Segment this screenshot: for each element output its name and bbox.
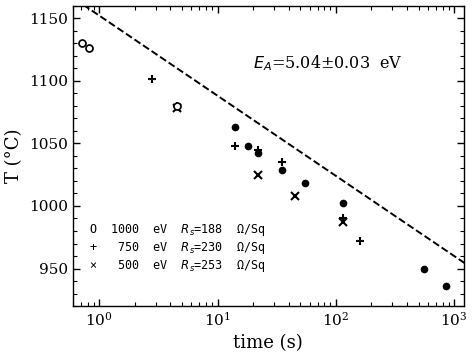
- Text: $E_A$=5.04±0.03  eV: $E_A$=5.04±0.03 eV: [253, 54, 402, 73]
- Text: O  1000  eV  $R_s$=188  Ω/Sq
+   750  eV  $R_s$=230  Ω/Sq
×   500  eV  $R_s$=253: O 1000 eV $R_s$=188 Ω/Sq + 750 eV $R_s$=…: [89, 222, 265, 274]
- X-axis label: time (s): time (s): [233, 334, 303, 352]
- Y-axis label: T (°C): T (°C): [6, 129, 24, 183]
